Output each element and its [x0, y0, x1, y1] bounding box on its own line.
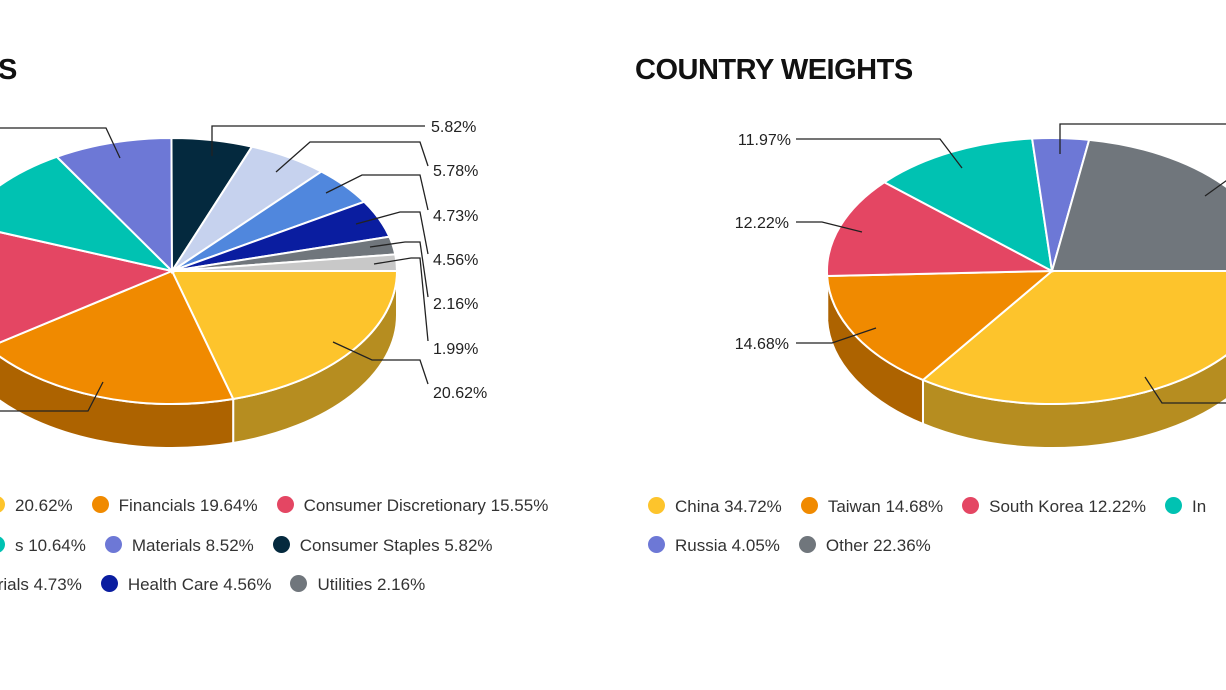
legend-label: Utilities 2.16%: [317, 575, 426, 594]
legend-item: China 34.72%: [648, 497, 782, 517]
callout-label-health-care: 4.56%: [433, 252, 478, 269]
legend-swatch: [962, 497, 980, 514]
callout-label-india: 11.97%: [738, 132, 791, 149]
callout-line-china: [1144, 376, 1226, 404]
legend-label: Taiwan 14.68%: [827, 497, 944, 516]
slice-financials: [0, 269, 235, 405]
legend-label: South Korea 12.22%: [989, 497, 1147, 516]
legend-item: Consumer Staples 5.82%: [272, 536, 493, 556]
legend-item: Consumer Discretionary 15.55%: [276, 496, 549, 516]
callout-line-south-korea: [796, 221, 863, 233]
country-legend-row-1: China 34.72% Taiwan 14.68% South Korea 12.…: [648, 497, 1225, 517]
slice-taiwan: [826, 269, 1055, 382]
pie-top-1: [826, 137, 1226, 405]
callout-label-energy: 5.78%: [433, 163, 478, 180]
slice-real-estate: [171, 253, 399, 272]
legend-label: s 10.64%: [15, 536, 86, 555]
callout-label-utilities: 2.16%: [433, 296, 478, 313]
pie-top-0: [0, 136, 399, 405]
callout-line-real-estate: [373, 257, 429, 342]
legend-label: Financials 19.64%: [118, 496, 258, 515]
callout-label-real-estate: 1.99%: [433, 341, 478, 358]
legend-swatch: [0, 496, 5, 513]
legend-swatch: [272, 536, 290, 553]
chart-title-country: COUNTRY WEIGHTS: [635, 54, 913, 86]
sector-legend-row-3: trials 4.73% Health Care 4.56% Utilities 2…: [0, 575, 444, 595]
sector-legend-row-1: 20.62% Financials 19.64% Consumer Discreti…: [0, 496, 567, 516]
slice-china: [921, 270, 1226, 405]
legend-swatch: [276, 496, 294, 513]
legend-swatch: [100, 575, 118, 592]
legend-swatch: [1165, 497, 1183, 514]
legend-swatch: [648, 536, 665, 553]
callout-label-consumer-staples: 5.82%: [431, 119, 476, 136]
callout-line-health-care: [355, 211, 429, 255]
callout-line-consumer-staples: [211, 125, 425, 156]
callout-line-energy: [275, 141, 429, 173]
legend-swatch: [0, 536, 5, 553]
legend-label: Russia 4.05%: [675, 536, 780, 555]
callout-line-financials: [0, 381, 104, 412]
legend-swatch: [800, 497, 818, 514]
legend-item: Materials 8.52%: [104, 536, 254, 556]
slice-information-technology: [170, 270, 399, 401]
slice-other: [1050, 138, 1226, 272]
legend-item: s 10.64%: [0, 536, 86, 556]
legend-item: South Korea 12.22%: [962, 497, 1146, 517]
legend-item: trials 4.73%: [0, 575, 82, 595]
country-legend-row-2: Russia 4.05% Other 22.36%: [648, 536, 950, 556]
slice-communication-services: [0, 155, 176, 273]
legend-label: trials 4.73%: [0, 575, 82, 594]
legend-swatch: [91, 496, 109, 513]
legend-label: Consumer Staples 5.82%: [299, 536, 493, 555]
legend-swatch: [104, 536, 122, 553]
legend-label: Other 22.36%: [825, 536, 931, 555]
chart-title-sector: S: [0, 54, 17, 86]
legend-item: Russia 4.05%: [648, 536, 780, 556]
callout-line-russia: [1059, 123, 1226, 154]
callout-label-industrials: 4.73%: [433, 208, 478, 225]
callout-line-communication-services: [0, 127, 121, 159]
callout-line-taiwan: [796, 327, 877, 344]
legend-label: In: [1192, 497, 1207, 516]
legend-item: Other 22.36%: [798, 536, 931, 556]
callout-label-information-technology: 20.62%: [433, 385, 487, 402]
callout-line-utilities: [369, 241, 429, 298]
callout-label-taiwan: 14.68%: [735, 336, 789, 353]
legend-swatch: [798, 536, 816, 553]
legend-label: China 34.72%: [675, 497, 782, 516]
slice-india: [882, 137, 1054, 273]
callout-line-industrials: [325, 174, 429, 211]
legend-label: Materials 8.52%: [131, 536, 254, 555]
callout-label-south-korea: 12.22%: [735, 215, 789, 232]
legend-item: Taiwan 14.68%: [800, 497, 944, 517]
legend-item: Financials 19.64%: [91, 496, 258, 516]
slice-consumer-discretionary: [0, 231, 176, 344]
legend-item: Utilities 2.16%: [290, 575, 425, 595]
slice-south-korea: [826, 181, 1056, 278]
legend-item: 20.62%: [0, 496, 73, 516]
slice-materials: [54, 136, 174, 274]
callout-line-india: [796, 138, 963, 169]
legend-label: 20.62%: [15, 496, 73, 515]
sector-legend-row-2: s 10.64% Materials 8.52% Consumer Staples …: [0, 536, 512, 556]
legend-item: Health Care 4.56%: [100, 575, 272, 595]
legend-label: Consumer Discretionary 15.55%: [303, 496, 549, 515]
legend-swatch: [648, 497, 665, 514]
legend-item: In: [1165, 497, 1206, 517]
legend-label: Health Care 4.56%: [127, 575, 272, 594]
callout-line-information-technology: [332, 341, 429, 385]
legend-swatch: [290, 575, 308, 592]
